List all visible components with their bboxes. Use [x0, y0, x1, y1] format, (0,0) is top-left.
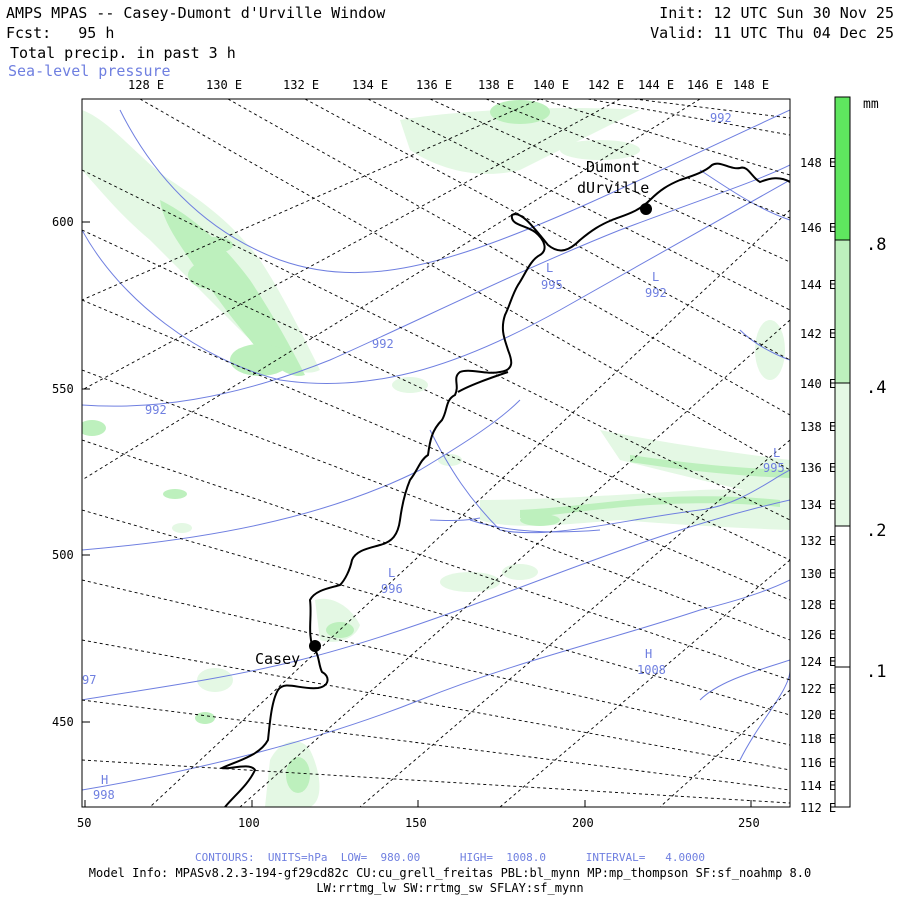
x-axis: 50 100 150 200 250	[77, 800, 760, 830]
colorbar-units: mm	[863, 97, 879, 112]
colorbar-label: .2	[866, 521, 886, 541]
forecast-value: 95 h	[78, 24, 115, 42]
colorbar: mm .8 .4 .2 .1	[834, 96, 886, 808]
right-longitude-labels: 148 E 146 E 144 E 142 E 140 E 138 E 136 …	[800, 156, 836, 815]
station-casey-marker[interactable]	[309, 640, 321, 652]
isobar-label: 992	[145, 403, 167, 417]
lon-label: 148 E	[800, 156, 836, 170]
lon-label: 134 E	[800, 498, 836, 512]
colorbar-segment-00	[835, 667, 850, 807]
lon-label: 146 E	[800, 221, 836, 235]
colorbar-segment-02	[835, 383, 850, 526]
field-name-slp: Sea-level pressure	[8, 62, 171, 80]
low-value: 996	[381, 582, 403, 596]
physics-info: LW:rrtmg_lw SW:rrtmg_sw SFLAY:sf_mynn	[316, 881, 584, 895]
lon-label: 128 E	[800, 598, 836, 612]
high-value: 998	[93, 788, 115, 802]
x-tick-label: 100	[238, 816, 260, 830]
lon-label: 148 E	[733, 78, 769, 92]
pressure-annotations: 992 992 992 L 995 L 992 L 995 L 996 H 10…	[82, 111, 785, 802]
low-marker: L	[652, 270, 659, 284]
isobars	[82, 109, 790, 791]
high-value: 1008	[637, 663, 666, 677]
precip-shading	[82, 100, 790, 807]
high-marker: H	[101, 773, 108, 787]
lon-label: 138 E	[800, 420, 836, 434]
lon-label: 136 E	[416, 78, 452, 92]
x-tick-label: 200	[572, 816, 594, 830]
x-tick-label: 250	[738, 816, 760, 830]
lon-label: 128 E	[128, 78, 164, 92]
lon-label: 118 E	[800, 732, 836, 746]
stations: Dumont dUrville Casey	[255, 158, 652, 668]
latlon-grid	[82, 99, 790, 807]
lon-label: 116 E	[800, 756, 836, 770]
low-marker: L	[773, 446, 780, 460]
lon-label: 142 E	[588, 78, 624, 92]
station-dumont-label-line2: dUrville	[577, 179, 649, 197]
forecast-hour: Fcst: 95 h	[6, 24, 114, 42]
lon-label: 134 E	[352, 78, 388, 92]
lon-label: 144 E	[638, 78, 674, 92]
field-name-precip: Total precip. in past 3 h	[10, 44, 236, 62]
valid-time: Valid: 11 UTC Thu 04 Dec 25	[650, 24, 894, 42]
lon-label: 140 E	[800, 377, 836, 391]
y-tick-label: 450	[52, 715, 74, 729]
lon-label: 120 E	[800, 708, 836, 722]
model-info: Model Info: MPASv8.2.3-194-gf29cd82c CU:…	[88, 866, 812, 880]
x-tick-label: 50	[77, 816, 91, 830]
lon-label: 130 E	[800, 567, 836, 581]
lon-label: 114 E	[800, 779, 836, 793]
colorbar-segment-04	[835, 240, 850, 383]
lon-label: 138 E	[478, 78, 514, 92]
lon-label: 142 E	[800, 327, 836, 341]
y-tick-label: 550	[52, 382, 74, 396]
colorbar-label: .4	[866, 378, 886, 398]
lon-label: 146 E	[687, 78, 723, 92]
low-value: 97	[82, 673, 96, 687]
y-axis: 600 550 500 450	[52, 215, 90, 729]
isobar-label: 992	[372, 337, 394, 351]
high-marker: H	[645, 647, 652, 661]
lon-label: 136 E	[800, 461, 836, 475]
colorbar-label: .8	[866, 235, 886, 255]
contour-info: CONTOURS: UNITS=hPa LOW= 980.00 HIGH= 10…	[195, 851, 705, 864]
map-panel: 992 992 992 L 995 L 992 L 995 L 996 H 10…	[82, 99, 790, 807]
map-frame	[81, 98, 791, 808]
map-title: AMPS MPAS -- Casey-Dumont d'Urville Wind…	[6, 4, 386, 22]
lon-label: 132 E	[800, 534, 836, 548]
lon-label: 130 E	[206, 78, 242, 92]
station-casey-label: Casey	[255, 650, 300, 668]
colorbar-label: .1	[866, 662, 886, 682]
station-dumont-durville-marker[interactable]	[640, 203, 652, 215]
station-dumont-label-line1: Dumont	[586, 158, 640, 176]
lon-label: 122 E	[800, 682, 836, 696]
coastline	[219, 162, 790, 807]
low-value: 992	[645, 286, 667, 300]
colorbar-segment-08	[835, 97, 850, 240]
lon-label: 140 E	[533, 78, 569, 92]
top-longitude-labels: 128 E 130 E 132 E 134 E 136 E 138 E 140 …	[128, 78, 769, 92]
init-time: Init: 12 UTC Sun 30 Nov 25	[659, 4, 894, 22]
low-value: 995	[541, 278, 563, 292]
low-marker: L	[388, 566, 395, 580]
x-tick-label: 150	[405, 816, 427, 830]
y-tick-label: 500	[52, 548, 74, 562]
isobar-label: 992	[710, 111, 732, 125]
lon-label: 132 E	[283, 78, 319, 92]
forecast-label: Fcst:	[6, 24, 52, 42]
low-marker: L	[546, 261, 553, 275]
lon-label: 144 E	[800, 278, 836, 292]
y-tick-label: 600	[52, 215, 74, 229]
lon-label: 126 E	[800, 628, 836, 642]
lon-label: 124 E	[800, 655, 836, 669]
lon-label: 112 E	[800, 801, 836, 815]
low-value: 995	[763, 461, 785, 475]
colorbar-segment-01	[835, 526, 850, 667]
